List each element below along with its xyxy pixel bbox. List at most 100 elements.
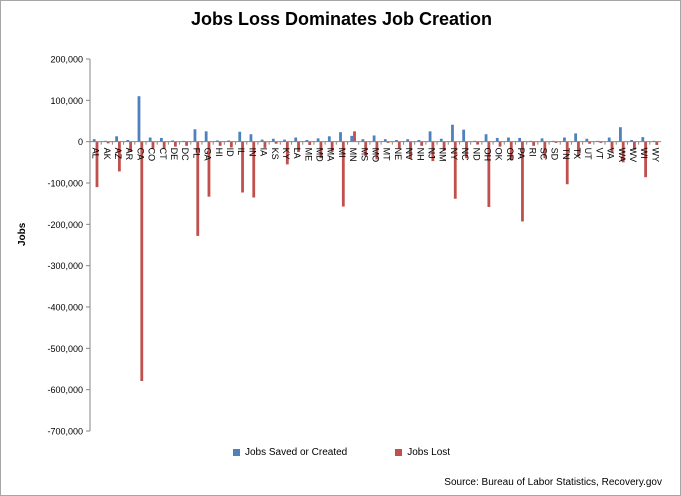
bar-nm-saved [439,138,443,142]
bar-ak-lost [106,141,110,144]
legend-label-saved: Jobs Saved or Created [244,447,348,458]
bar-sc-lost [543,141,547,159]
bar-wa-lost [621,141,625,163]
bar-co-lost [151,141,155,149]
x-tick-label-de: DE [169,148,179,161]
x-tick-label-ms: MS [359,148,369,162]
bar-mn-saved [350,135,354,142]
y-tick-label: 100,000 [50,96,83,106]
y-tick-label: -200,000 [47,220,83,230]
bar-la-saved [294,137,298,142]
y-tick-label: -100,000 [47,179,83,189]
y-tick-label: -700,000 [47,427,83,437]
bar-sd-lost [554,141,558,143]
bar-wa-saved [619,127,622,142]
bar-ms-saved [361,139,365,142]
bar-wi-saved [641,137,645,142]
bar-tx-saved [574,133,578,142]
y-tick-label: -600,000 [47,385,83,395]
bar-ga-lost [207,141,211,197]
bar-nv-saved [406,139,410,142]
x-tick-label-ky: KY [281,148,291,160]
bar-hi-lost [218,141,222,146]
x-tick-label-ok: OK [494,148,504,161]
x-tick-label-ri: RI [527,148,537,157]
bar-wv-lost [633,141,636,150]
bar-ne-lost [397,141,401,149]
y-axis-title: Jobs [17,222,28,246]
x-tick-label-al: AL [91,148,101,159]
x-tick-label-nc: NC [460,148,470,161]
bar-il-saved [238,131,242,142]
y-tick-label: -400,000 [47,303,83,313]
bar-ut-lost [588,141,592,144]
x-tick-label-mi: MI [337,148,347,158]
bar-il-lost [241,141,244,193]
x-tick-label-va: VA [606,148,616,159]
bar-pa-saved [518,137,522,142]
bar-nh-saved [417,140,421,142]
bar-sc-saved [540,138,544,142]
x-tick-label-mt: MT [382,148,392,161]
legend-label-lost: Jobs Lost [407,447,451,458]
bar-ny-saved [451,124,454,142]
bar-nm-lost [442,141,446,151]
bar-fl-saved [193,129,197,142]
y-tick-label: 0 [78,137,83,147]
x-tick-label-dc: DC [180,148,190,161]
bar-va-lost [610,141,614,152]
bar-md-lost [319,141,323,159]
bar-mo-saved [372,135,376,142]
bar-nj-saved [428,131,432,142]
y-tick-label: -500,000 [47,344,83,354]
bar-tn-saved [563,137,566,142]
x-tick-label-tn: TN [561,148,571,160]
x-tick-label-nd: ND [471,148,481,161]
bar-va-saved [607,137,611,142]
x-tick-label-ny: NY [449,148,459,161]
x-tick-label-mn: MN [348,148,358,162]
bar-ma-lost [330,141,334,152]
bar-de-saved [171,140,174,142]
bar-nj-lost [431,141,435,162]
legend-item-saved: Jobs Saved or Created [232,447,348,458]
bar-ok-lost [498,141,502,147]
bar-mt-lost [386,141,390,143]
bar-ca-lost [140,141,144,381]
bar-dc-lost [185,141,188,146]
x-tick-label-mo: MO [371,148,381,163]
x-tick-label-la: LA [292,148,302,159]
bar-me-lost [308,141,312,145]
bar-vt-lost [599,141,603,143]
bar-or-saved [507,137,510,142]
bar-ct-lost [162,141,166,149]
x-tick-label-ne: NE [393,148,403,161]
bar-ne-saved [395,140,398,142]
source-note: Source: Bureau of Labor Statistics, Reco… [444,477,662,488]
x-tick-label-nh: NH [415,148,425,161]
bar-oh-lost [487,141,491,207]
bar-nc-saved [462,129,466,142]
x-tick-label-co: CO [147,148,157,162]
bar-al-lost [95,141,99,188]
x-tick-label-ia: IA [259,148,269,157]
x-tick-label-ct: CT [158,148,168,160]
bar-ia-lost [263,141,267,148]
x-tick-label-ut: UT [583,148,593,160]
bar-id-saved [227,140,230,142]
x-tick-label-ca: CA [135,148,145,161]
bar-ms-lost [364,141,368,157]
bar-al-saved [92,139,96,142]
x-tick-label-az: AZ [113,148,123,160]
x-tick-label-il: IL [236,148,246,156]
y-tick-label: -300,000 [47,261,83,271]
x-tick-label-sd: SD [550,148,560,161]
x-tick-label-md: MD [315,148,325,162]
bar-mn-lost [353,131,356,142]
bar-az-saved [115,136,118,142]
chart-title: Jobs Loss Dominates Job Creation [190,9,493,29]
bar-ri-lost [532,141,536,146]
bar-md-saved [316,138,320,142]
